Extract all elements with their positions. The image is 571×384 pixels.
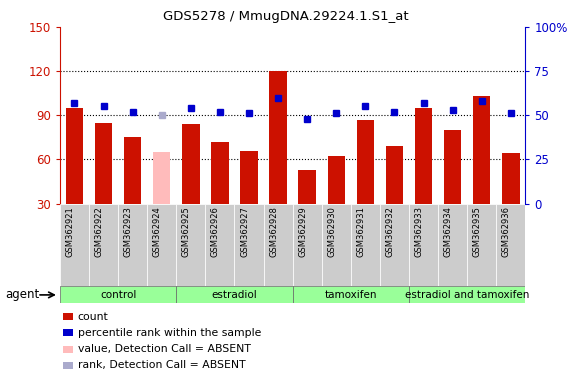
Text: GSM362927: GSM362927 (240, 206, 249, 257)
Text: GSM362928: GSM362928 (269, 206, 278, 257)
Text: GSM362930: GSM362930 (327, 206, 336, 257)
Text: GDS5278 / MmugDNA.29224.1.S1_at: GDS5278 / MmugDNA.29224.1.S1_at (163, 10, 408, 23)
Bar (444, 130, 461, 204)
Bar (473, 96, 490, 204)
Bar (438, 204, 467, 286)
Text: GSM362932: GSM362932 (385, 206, 395, 257)
Bar (415, 108, 432, 204)
Bar (206, 204, 235, 286)
Bar (182, 124, 200, 204)
Text: GSM362933: GSM362933 (415, 206, 424, 257)
Bar (124, 137, 142, 204)
Bar (467, 204, 496, 286)
Text: GSM362936: GSM362936 (502, 206, 511, 257)
Bar (380, 204, 409, 286)
Text: GSM362924: GSM362924 (153, 206, 162, 257)
Bar (240, 151, 258, 204)
Bar (176, 286, 293, 303)
Bar (502, 154, 520, 204)
Bar (409, 286, 525, 303)
Text: GSM362922: GSM362922 (95, 206, 103, 257)
Bar (496, 204, 525, 286)
Text: tamoxifen: tamoxifen (324, 290, 377, 300)
Text: GSM362934: GSM362934 (444, 206, 453, 257)
Text: GSM362926: GSM362926 (211, 206, 220, 257)
Bar (357, 120, 374, 204)
Text: GSM362929: GSM362929 (298, 206, 307, 257)
Bar (211, 142, 228, 204)
Bar (264, 204, 293, 286)
Bar (321, 204, 351, 286)
Text: GSM362925: GSM362925 (182, 206, 191, 257)
Text: percentile rank within the sample: percentile rank within the sample (78, 328, 261, 338)
Text: agent: agent (6, 288, 40, 301)
Text: estradiol: estradiol (212, 290, 258, 300)
Text: rank, Detection Call = ABSENT: rank, Detection Call = ABSENT (78, 360, 246, 370)
Text: value, Detection Call = ABSENT: value, Detection Call = ABSENT (78, 344, 251, 354)
Bar (60, 286, 176, 303)
Bar (176, 204, 206, 286)
Bar (293, 204, 321, 286)
Bar (270, 71, 287, 204)
Bar (153, 152, 171, 204)
Bar (351, 204, 380, 286)
Bar (89, 204, 118, 286)
Bar (328, 156, 345, 204)
Bar (235, 204, 264, 286)
Bar (409, 204, 438, 286)
Bar (66, 108, 83, 204)
Text: estradiol and tamoxifen: estradiol and tamoxifen (405, 290, 529, 300)
Text: count: count (78, 312, 108, 322)
Bar (299, 170, 316, 204)
Bar (293, 286, 409, 303)
Bar (95, 122, 112, 204)
Text: GSM362921: GSM362921 (66, 206, 74, 257)
Text: GSM362923: GSM362923 (124, 206, 132, 257)
Text: control: control (100, 290, 136, 300)
Text: GSM362935: GSM362935 (473, 206, 482, 257)
Bar (118, 204, 147, 286)
Bar (386, 146, 403, 204)
Text: GSM362931: GSM362931 (356, 206, 365, 257)
Bar (60, 204, 89, 286)
Bar (147, 204, 176, 286)
